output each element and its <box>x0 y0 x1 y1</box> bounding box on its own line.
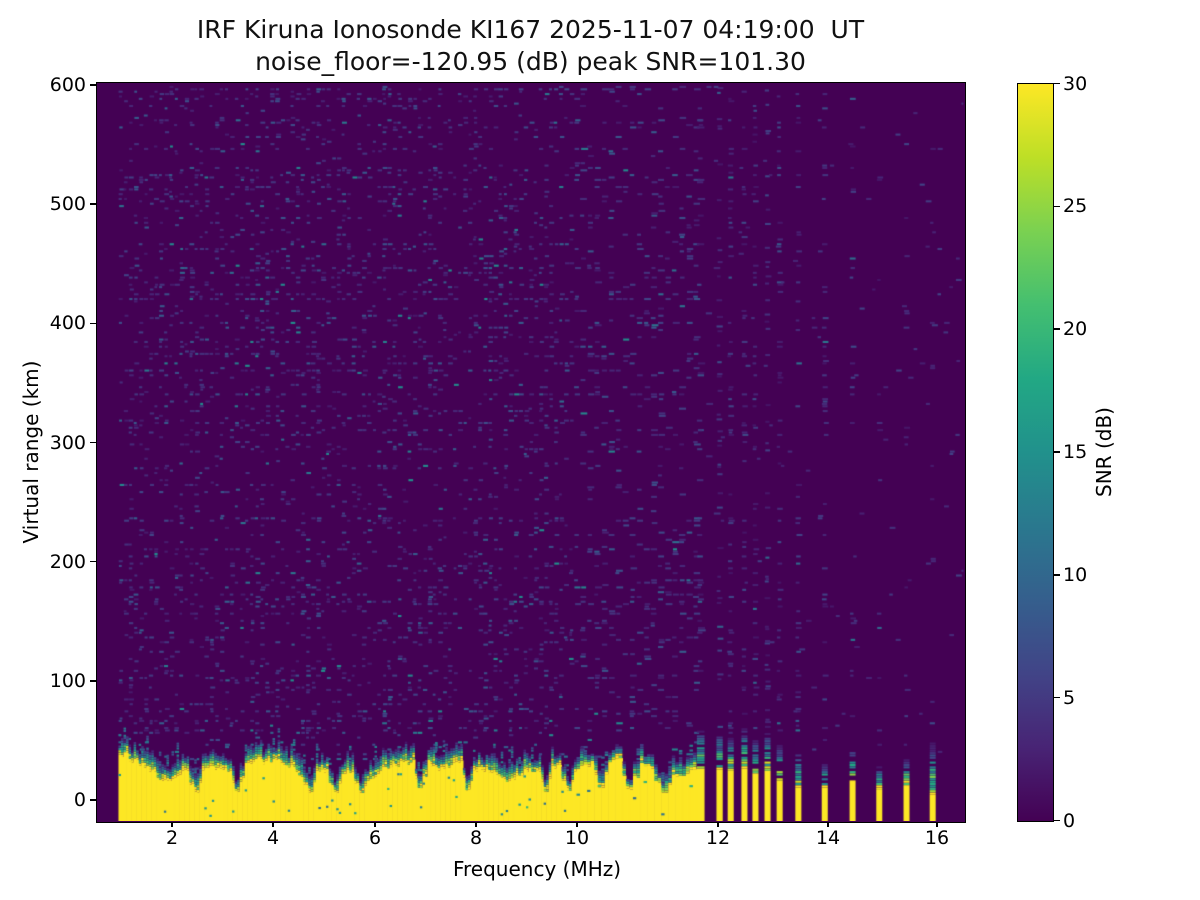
y-axis-label: Virtual range (km) <box>19 360 43 544</box>
x-tick-label: 12 <box>705 827 731 849</box>
x-tick-mark <box>171 822 173 827</box>
ionogram-heatmap-canvas <box>97 83 964 821</box>
x-tick-mark <box>576 822 578 827</box>
y-tick-mark <box>90 799 96 801</box>
colorbar-tick-mark <box>1054 451 1060 453</box>
y-tick-label: 500 <box>49 193 86 216</box>
colorbar-tick-mark <box>1054 82 1060 85</box>
colorbar-tick-label: 5 <box>1063 686 1076 709</box>
y-tick-mark <box>90 560 96 563</box>
y-tick-label: 400 <box>49 312 86 335</box>
y-tick-mark <box>90 680 96 682</box>
y-tick-mark <box>90 322 96 325</box>
x-tick-mark <box>272 822 274 827</box>
y-tick-mark <box>90 203 96 205</box>
colorbar <box>1017 83 1054 822</box>
y-tick-mark <box>90 84 96 86</box>
y-tick-label: 600 <box>49 73 86 96</box>
x-tick-mark <box>475 822 477 827</box>
colorbar-label: SNR (dB) <box>1092 407 1116 497</box>
x-tick-mark <box>936 822 938 827</box>
colorbar-tick-label: 15 <box>1063 441 1088 463</box>
y-tick-mark <box>90 441 96 444</box>
y-tick-label: 100 <box>49 669 86 692</box>
colorbar-tick-label: 30 <box>1063 72 1088 95</box>
chart-title-line2: noise_floor=-120.95 (dB) peak SNR=101.30 <box>255 47 806 76</box>
x-tick-label: 6 <box>368 827 382 849</box>
colorbar-tick-mark <box>1054 574 1060 576</box>
x-tick-mark <box>827 822 829 827</box>
plot-area <box>96 82 966 823</box>
x-axis-label: Frequency (MHz) <box>452 857 622 881</box>
colorbar-tick-label: 25 <box>1063 195 1088 218</box>
x-tick-label: 16 <box>924 827 950 849</box>
y-tick-label: 200 <box>49 550 86 573</box>
colorbar-tick-mark <box>1054 328 1060 330</box>
x-tick-label: 2 <box>165 827 179 849</box>
x-tick-label: 10 <box>564 827 590 849</box>
x-tick-mark <box>717 822 719 827</box>
colorbar-tick-mark <box>1054 696 1060 699</box>
chart-title-line1: IRF Kiruna Ionosonde KI167 2025-11-07 04… <box>196 15 865 44</box>
colorbar-tick-mark <box>1054 205 1060 208</box>
colorbar-tick-label: 0 <box>1063 809 1076 832</box>
x-tick-label: 4 <box>266 827 280 849</box>
x-tick-label: 8 <box>469 827 483 849</box>
x-tick-label: 14 <box>815 827 841 849</box>
colorbar-tick-label: 10 <box>1063 563 1088 586</box>
colorbar-tick-mark <box>1054 819 1060 822</box>
y-tick-label: 0 <box>73 789 86 811</box>
colorbar-tick-label: 20 <box>1063 318 1088 341</box>
x-tick-mark <box>374 822 376 827</box>
y-tick-label: 300 <box>49 431 86 454</box>
